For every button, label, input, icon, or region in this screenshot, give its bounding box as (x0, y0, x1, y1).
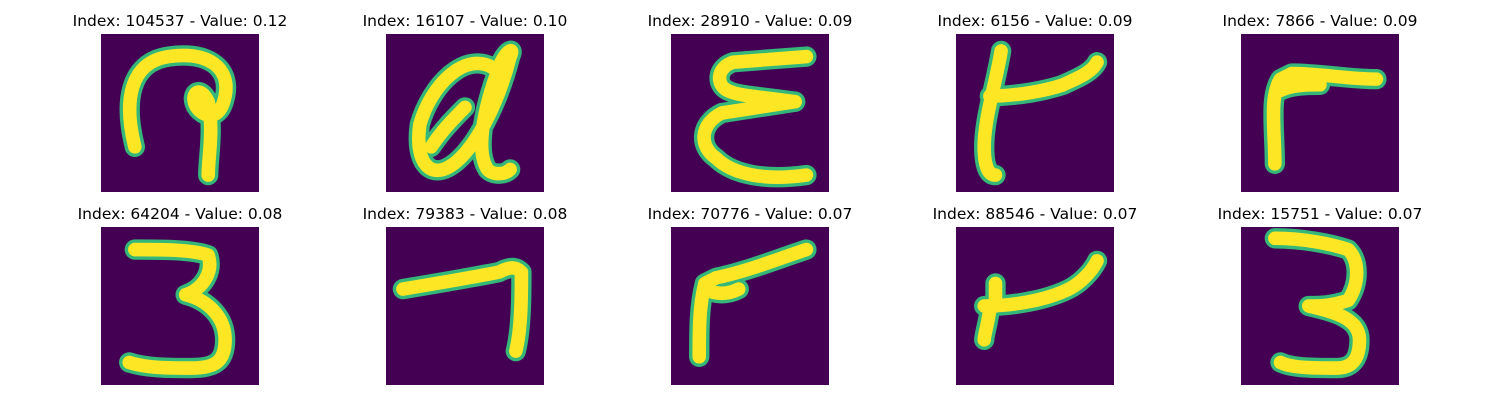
panel-3: Index: 28910 - Value: 0.09 (640, 12, 860, 202)
panel-1: Index: 104537 - Value: 0.12 (70, 12, 290, 202)
digit-image-104537 (101, 34, 259, 192)
panel-5: Index: 7866 - Value: 0.09 (1210, 12, 1430, 202)
panel-title: Index: 79383 - Value: 0.08 (362, 205, 568, 223)
digit-image-16107 (386, 34, 544, 192)
panel-title: Index: 64204 - Value: 0.08 (77, 205, 283, 223)
digit-image-15751 (1241, 227, 1399, 385)
digit-image-28910 (671, 34, 829, 192)
panel-title: Index: 28910 - Value: 0.09 (647, 12, 853, 30)
panel-title: Index: 7866 - Value: 0.09 (1222, 12, 1418, 30)
panel-title: Index: 16107 - Value: 0.10 (362, 12, 568, 30)
panel-2: Index: 16107 - Value: 0.10 (355, 12, 575, 202)
digit-image-79383 (386, 227, 544, 385)
panel-10: Index: 15751 - Value: 0.07 (1210, 205, 1430, 395)
panel-title: Index: 15751 - Value: 0.07 (1217, 205, 1423, 223)
panel-8: Index: 70776 - Value: 0.07 (640, 205, 860, 395)
digit-image-64204 (101, 227, 259, 385)
panel-6: Index: 64204 - Value: 0.08 (70, 205, 290, 395)
panel-7: Index: 79383 - Value: 0.08 (355, 205, 575, 395)
digit-image-7866 (1241, 34, 1399, 192)
panel-title: Index: 70776 - Value: 0.07 (647, 205, 853, 223)
digit-image-6156 (956, 34, 1114, 192)
digit-image-70776 (671, 227, 829, 385)
panel-9: Index: 88546 - Value: 0.07 (925, 205, 1145, 395)
panel-title: Index: 104537 - Value: 0.12 (72, 12, 288, 30)
digit-image-88546 (956, 227, 1114, 385)
panel-4: Index: 6156 - Value: 0.09 (925, 12, 1145, 202)
panel-title: Index: 6156 - Value: 0.09 (937, 12, 1133, 30)
panel-title: Index: 88546 - Value: 0.07 (932, 205, 1138, 223)
